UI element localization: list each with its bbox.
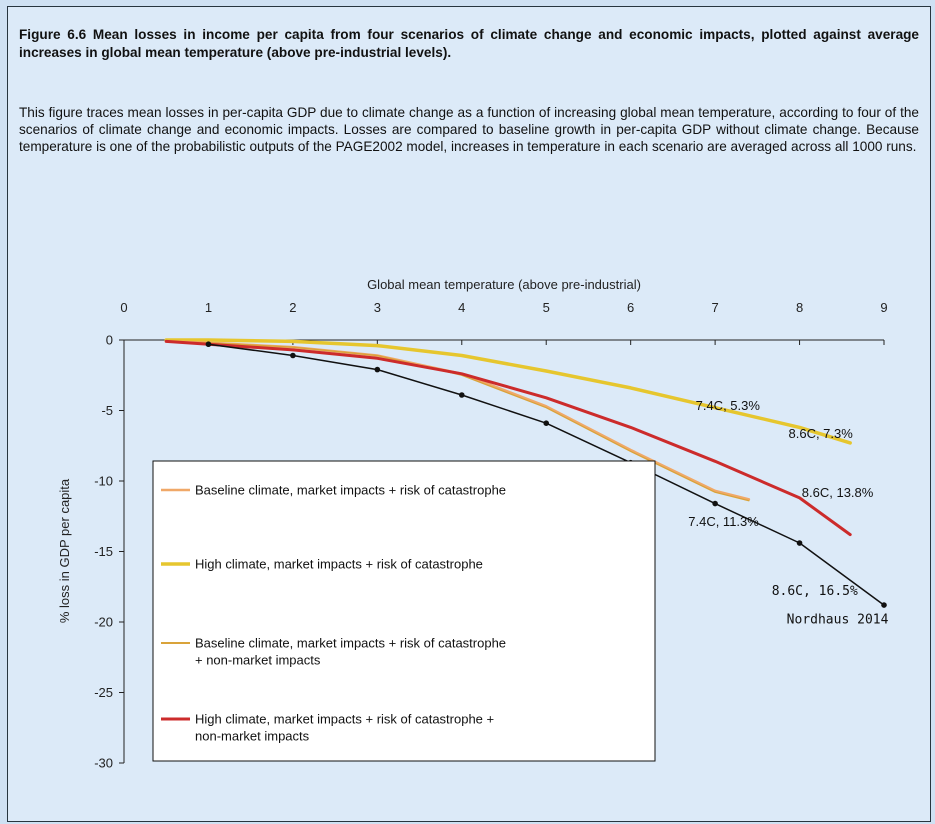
y-tick-label: -30 — [94, 756, 113, 771]
nordhaus-point — [205, 341, 212, 348]
legend-label-line: + non-market impacts — [195, 653, 321, 668]
legend-label-4: High climate, market impacts + risk of c… — [195, 712, 494, 744]
x-tick-label: 6 — [627, 300, 634, 315]
y-tick-label: -10 — [94, 474, 113, 489]
legend: Baseline climate, market impacts + risk … — [152, 460, 656, 762]
y-tick-label: 0 — [106, 333, 113, 348]
annotations: 7.4C, 5.3% 8.6C, 7.3% 8.6C, 13.8% 7.4C, 11.… — [688, 398, 888, 628]
legend-label-line: Baseline climate, market impacts + risk … — [195, 483, 506, 498]
nordhaus-point — [543, 420, 550, 426]
series-line-4 — [164, 339, 852, 537]
nordhaus-point — [458, 392, 465, 398]
figure-description: This figure traces mean losses in per-ca… — [19, 105, 919, 154]
legend-label-line: Baseline climate, market impacts + risk … — [195, 636, 506, 651]
nordhaus-point — [712, 500, 718, 507]
nordhaus-point — [881, 602, 887, 608]
legend-label-2: High climate, market impacts + risk of c… — [195, 557, 483, 572]
x-tick-label: 3 — [374, 300, 381, 315]
annotation-label-1: 7.4C, 5.3% — [696, 398, 761, 413]
x-tick-label: 5 — [543, 300, 550, 315]
legend-label-3: Baseline climate, market impacts + risk … — [195, 636, 506, 668]
annotation-label-2: 8.6C, 7.3% — [789, 426, 854, 441]
annotation-label-5: 8.6C, 16.5% — [772, 584, 858, 599]
nordhaus-point — [290, 352, 296, 359]
annotation-label-3: 8.6C, 13.8% — [802, 485, 874, 500]
y-tick-label: -5 — [101, 403, 113, 418]
figure-title: Figure 6.6 Mean losses in income per cap… — [19, 27, 919, 60]
y-tick-label: -15 — [94, 544, 113, 559]
y-tick-label: -20 — [94, 615, 113, 630]
x-tick-label: 4 — [458, 300, 465, 315]
nordhaus-point — [374, 366, 381, 373]
legend-box — [152, 460, 656, 762]
legend-label-line: High climate, market impacts + risk of c… — [195, 712, 494, 727]
annotation-label-4: 7.4C, 11.3% — [688, 514, 759, 529]
x-tick-label: 9 — [880, 300, 887, 315]
y-axis-title: % loss in GDP per capita — [57, 478, 72, 623]
legend-label-line: High climate, market impacts + risk of c… — [195, 557, 483, 572]
x-tick-label: 7 — [711, 300, 718, 315]
x-axis-title: Global mean temperature (above pre-indus… — [367, 277, 641, 292]
x-tick-label: 2 — [289, 300, 296, 315]
series-line-2 — [164, 338, 852, 445]
legend-label-1: Baseline climate, market impacts + risk … — [195, 483, 506, 498]
annotation-label-6: Nordhaus 2014 — [787, 612, 889, 627]
x-tick-label: 1 — [205, 300, 212, 315]
y-tick-label: -25 — [94, 685, 113, 700]
x-tick-label: 8 — [796, 300, 803, 315]
series-group — [164, 338, 887, 608]
legend-label-line: non-market impacts — [195, 729, 310, 744]
nordhaus-point — [796, 540, 803, 546]
x-tick-label: 0 — [120, 300, 127, 315]
